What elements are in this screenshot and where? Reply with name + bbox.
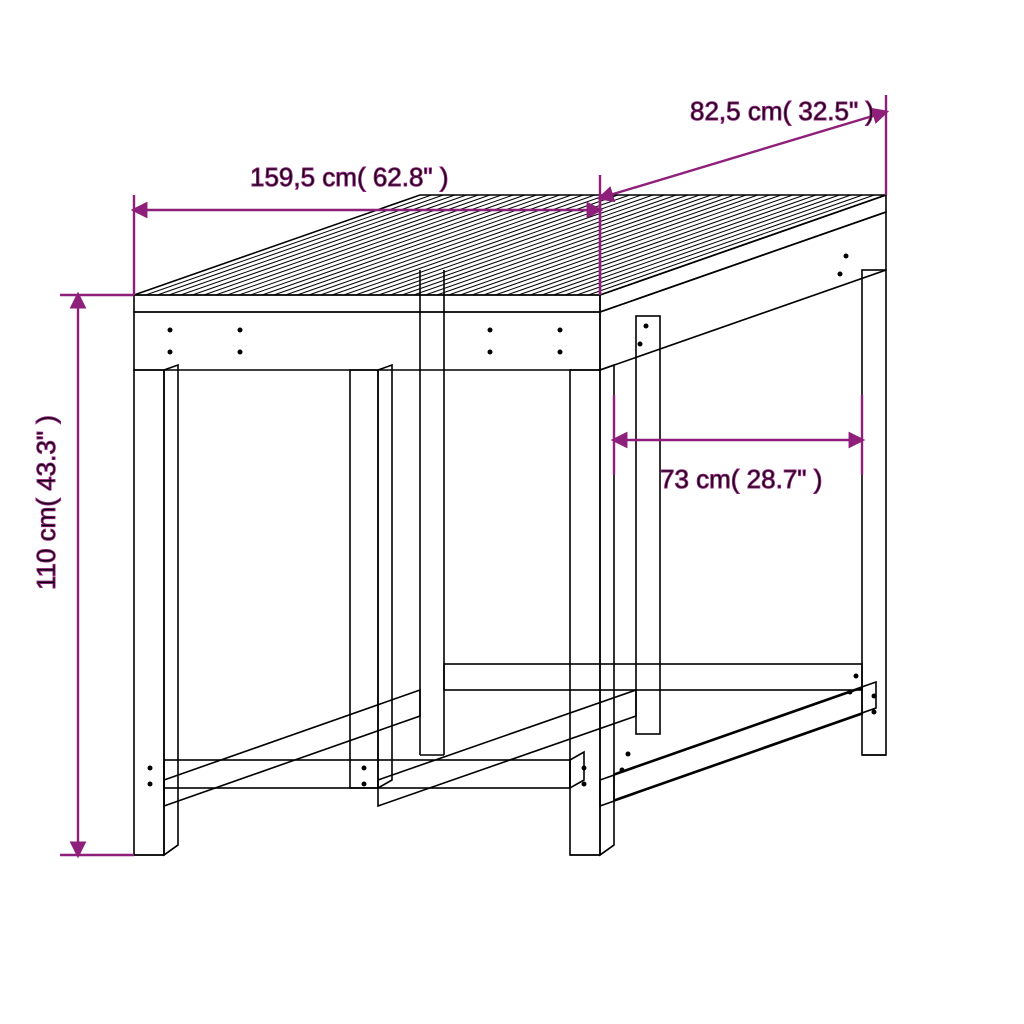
dim-width-label: 159,5 cm( 62.8" )	[250, 162, 449, 192]
leg-mid-front	[350, 365, 392, 788]
dim-height-label: 110 cm( 43.3" )	[31, 415, 61, 590]
dim-depth-label: 82,5 cm( 32.5" )	[690, 96, 874, 126]
stretcher-back	[444, 664, 862, 690]
tabletop-front-edge	[134, 295, 600, 312]
dim-inner-label: 73 cm( 28.7" )	[660, 464, 822, 494]
leg-mid-back	[636, 316, 660, 734]
leg-front-right	[570, 365, 614, 855]
apron-front	[134, 312, 600, 370]
apron-dots-right	[638, 254, 849, 347]
leg-front-left	[134, 365, 178, 855]
leg-back-left	[420, 270, 444, 755]
dim-inner: 73 cm( 28.7" )	[614, 395, 862, 494]
apron-dots-front	[168, 328, 563, 355]
stretcher-right	[600, 682, 876, 806]
table-line-drawing	[134, 195, 886, 855]
dim-height: 110 cm( 43.3" )	[31, 295, 134, 855]
dimension-annotations: 159,5 cm( 62.8" ) 82,5 cm( 32.5" ) 110 c…	[31, 95, 886, 855]
